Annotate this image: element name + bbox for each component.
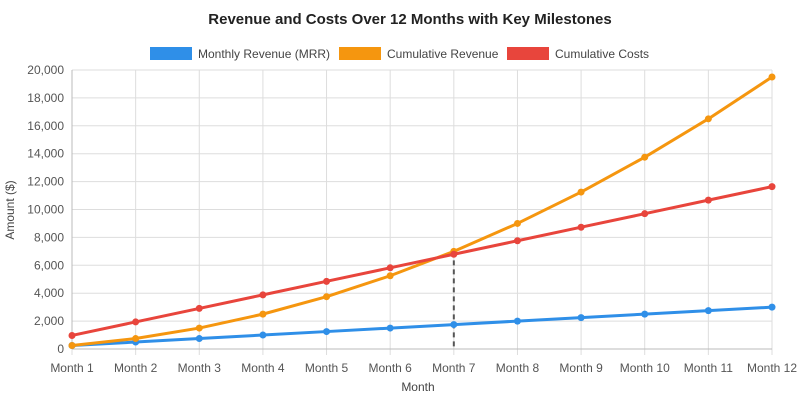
chart-title: Revenue and Costs Over 12 Months with Ke…	[208, 11, 611, 28]
series-line	[71, 185, 773, 337]
data-point	[513, 317, 521, 325]
x-tick-label: Month 1	[50, 361, 94, 375]
data-point	[577, 314, 585, 322]
data-point	[259, 331, 267, 339]
data-point	[513, 219, 521, 227]
axes: 0 2,000 4,000 6,000 8,000 10,000 12,000 14,000 1…	[27, 63, 797, 375]
y-tick-label: 14,000	[27, 147, 64, 161]
data-point	[68, 342, 76, 350]
legend-swatch	[339, 47, 381, 60]
y-tick-label: 0	[57, 342, 64, 356]
series-line	[71, 75, 773, 348]
data-point	[386, 264, 394, 272]
x-tick-label: Month 6	[369, 361, 413, 375]
data-point	[323, 293, 331, 301]
x-tick-label: Month 2	[114, 361, 158, 375]
data-point	[259, 310, 267, 318]
data-point	[577, 188, 585, 196]
y-tick-label: 18,000	[27, 91, 64, 105]
y-tick-label: 2,000	[34, 314, 64, 328]
data-point	[641, 153, 649, 161]
data-point	[195, 335, 203, 343]
legend-swatch	[150, 47, 192, 60]
legend-swatch	[507, 47, 549, 60]
legend-item: Cumulative Costs	[507, 47, 649, 61]
data-point	[513, 237, 521, 245]
y-tick-label: 10,000	[27, 203, 64, 217]
data-point	[704, 196, 712, 204]
legend-label: Monthly Revenue (MRR)	[198, 47, 330, 61]
data-point	[768, 303, 776, 311]
y-tick-label: 6,000	[34, 258, 64, 272]
x-tick-label: Month 10	[620, 361, 670, 375]
data-point	[704, 307, 712, 315]
data-point	[450, 321, 458, 329]
legend-label: Cumulative Costs	[555, 47, 649, 61]
data-point	[641, 310, 649, 318]
x-axis-title: Month	[401, 380, 434, 394]
y-tick-label: 8,000	[34, 230, 64, 244]
data-point	[641, 210, 649, 218]
data-point	[68, 331, 76, 339]
x-tick-label: Month 12	[747, 361, 797, 375]
data-point	[323, 277, 331, 285]
data-point	[132, 318, 140, 326]
data-point	[768, 183, 776, 191]
y-tick-label: 12,000	[27, 175, 64, 189]
series-line	[71, 305, 773, 348]
data-point	[323, 328, 331, 336]
data-point	[386, 324, 394, 332]
x-tick-label: Month 8	[496, 361, 540, 375]
y-tick-label: 4,000	[34, 286, 64, 300]
legend: Monthly Revenue (MRR) Cumulative Revenue C…	[150, 47, 649, 61]
legend-label: Cumulative Revenue	[387, 47, 499, 61]
legend-item: Monthly Revenue (MRR)	[150, 47, 330, 61]
y-tick-label: 20,000	[27, 63, 64, 77]
data-point	[577, 223, 585, 231]
series-layer	[68, 73, 776, 350]
data-point	[386, 272, 394, 280]
x-tick-label: Month 3	[178, 361, 222, 375]
data-point	[195, 324, 203, 332]
y-tick-label: 16,000	[27, 119, 64, 133]
x-tick-label: Month 7	[432, 361, 476, 375]
data-point	[768, 73, 776, 81]
x-tick-label: Month 4	[241, 361, 285, 375]
series-1	[68, 303, 776, 350]
legend-item: Cumulative Revenue	[339, 47, 499, 61]
x-tick-label: Month 5	[305, 361, 349, 375]
data-point	[259, 291, 267, 299]
data-point	[132, 335, 140, 343]
data-point	[450, 250, 458, 258]
y-axis-title: Amount ($)	[3, 180, 17, 239]
series-3	[68, 183, 776, 339]
x-tick-label: Month 9	[559, 361, 603, 375]
series-2	[68, 73, 776, 350]
data-point	[195, 304, 203, 312]
x-tick-label: Month 11	[684, 361, 733, 375]
data-point	[704, 115, 712, 123]
